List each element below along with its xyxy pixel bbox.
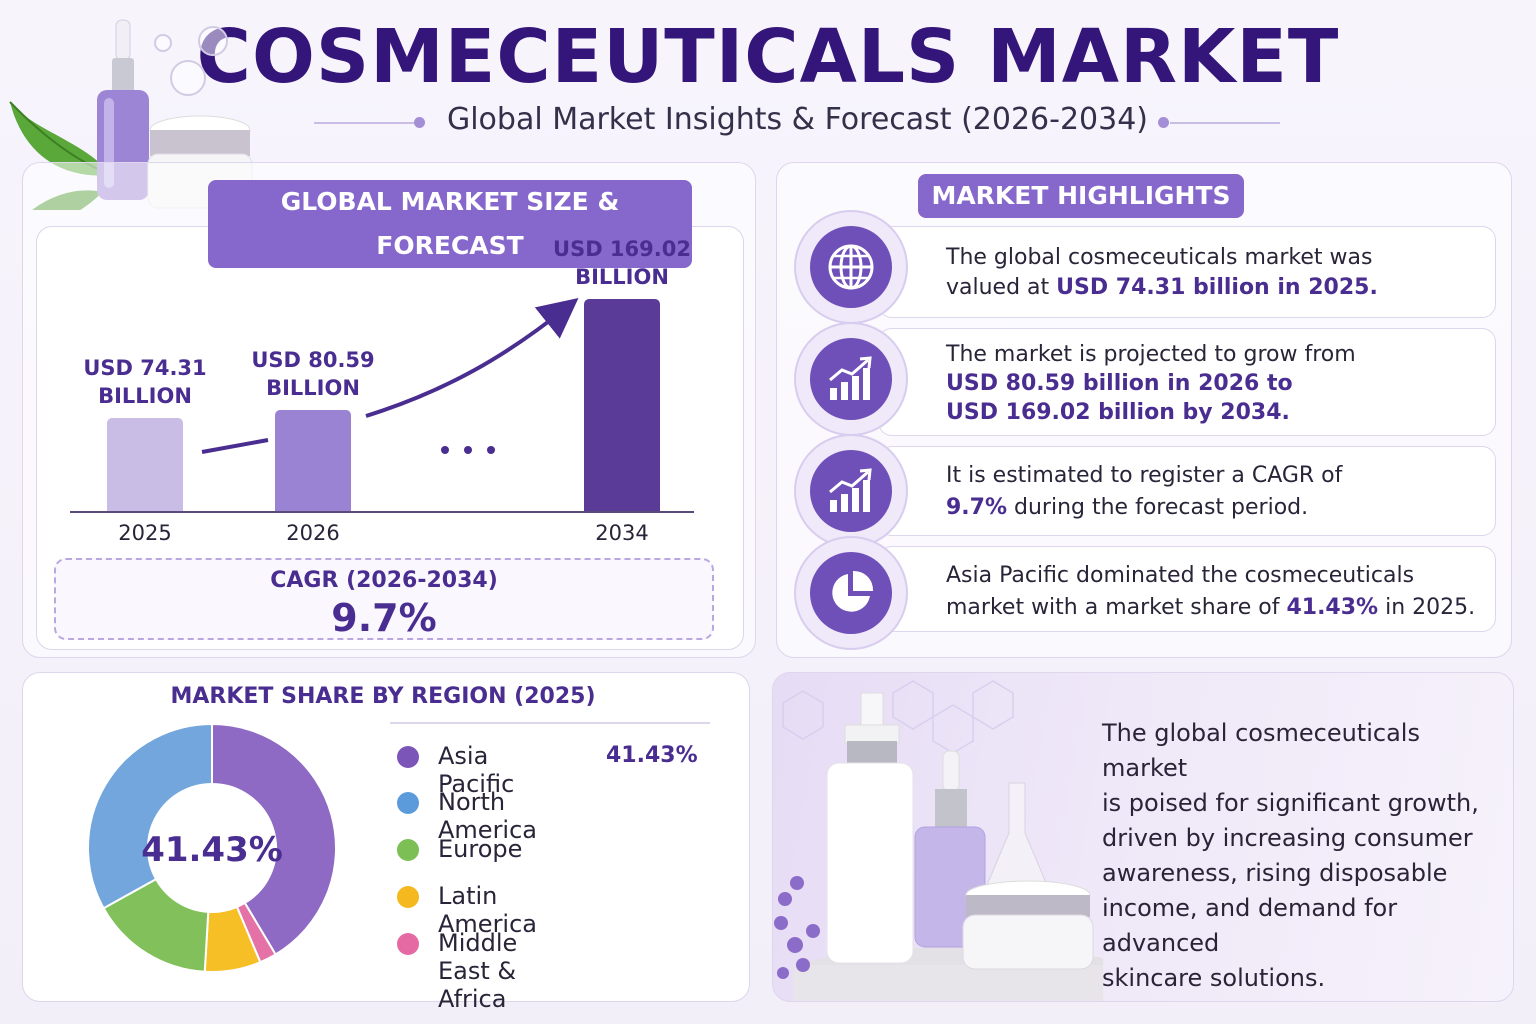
highlight-text: The market is projected to grow from USD… [946,342,1356,425]
ellipsis-dot [487,446,495,454]
legend-dot [397,933,419,955]
pie-chart-icon [832,570,874,612]
chart-baseline [70,511,694,513]
legend-value: 41.43% [606,743,698,768]
bubble-icon [198,26,228,56]
bar-2026 [275,409,351,511]
donut-slice-asia-pacific [211,722,337,956]
donut-center-label: 41.43% [141,830,283,870]
page-title: COSMECEUTICALS MARKET [196,14,1340,100]
page-subtitle: Global Market Insights & Forecast (2026-… [446,102,1149,137]
legend-label: North America [438,788,537,844]
subtitle-rule-right [1170,122,1280,124]
summary-text: The global cosmeceuticals market is pois… [1102,719,1479,992]
growth-chart-icon [829,468,872,512]
highlight-icon-badge [794,536,908,650]
highlight-card [878,546,1496,632]
highlight-icon-badge [794,434,908,548]
highlight-card [878,446,1496,536]
subtitle-bar: Global Market Insights & Forecast (2026-… [310,100,1285,144]
legend-label: Europe [438,835,523,863]
highlight-text: The global cosmeceuticals market was val… [946,245,1378,300]
summary-panel [772,672,1514,1002]
bar-value-label: USD 80.59 BILLION [251,347,375,400]
cagr-value: 9.7% [331,596,437,640]
bar-2034 [584,299,660,511]
region-donut-chart [87,722,337,973]
highlight-icon-badge [794,210,908,324]
legend-dot [397,839,419,861]
x-tick-label: 2025 [118,521,172,545]
forecast-tab: GLOBAL MARKET SIZE & FORECAST [208,180,692,268]
highlight-text: It is estimated to register a CAGR of 9.… [946,463,1343,520]
highlight-card [878,226,1496,318]
bar-2025 [107,417,183,511]
region-title-rule [390,722,710,724]
forecast-trend-arrow [201,298,579,454]
legend-dot [397,746,419,768]
product-illustration [774,680,1103,1001]
bubble-icon [154,34,172,52]
legend-label: Asia Pacific [438,742,515,798]
cagr-box: CAGR (2026-2034) 9.7% [54,558,714,640]
subtitle-dot-right [1158,117,1169,128]
highlight-card [878,328,1496,436]
region-title: MARKET SHARE BY REGION (2025) [170,684,596,709]
ellipsis-dot [441,446,449,454]
donut-slice-north-america [87,722,213,910]
bar-value-label: USD 74.31 BILLION [83,355,207,408]
highlight-text: Asia Pacific dominated the cosmeceutical… [946,563,1476,620]
cagr-label: CAGR (2026-2034) [270,568,498,593]
subtitle-dot-left [414,117,425,128]
legend-label: Middle East & Africa [438,929,518,1013]
globe-icon [828,244,874,290]
growth-chart-icon [829,356,872,400]
legend-label: Latin America [438,882,537,938]
highlight-icon-badge [794,322,908,436]
ellipsis-dot [464,446,472,454]
subtitle-rule-left [314,122,414,124]
x-tick-label: 2026 [286,521,340,545]
bar-value-label: USD 169.02 BILLION [553,237,691,289]
bubble-icon [170,60,206,96]
legend-dot [397,792,419,814]
x-tick-label: 2034 [595,521,649,545]
highlights-tab: MARKET HIGHLIGHTS [918,174,1244,218]
legend-dot [397,886,419,908]
